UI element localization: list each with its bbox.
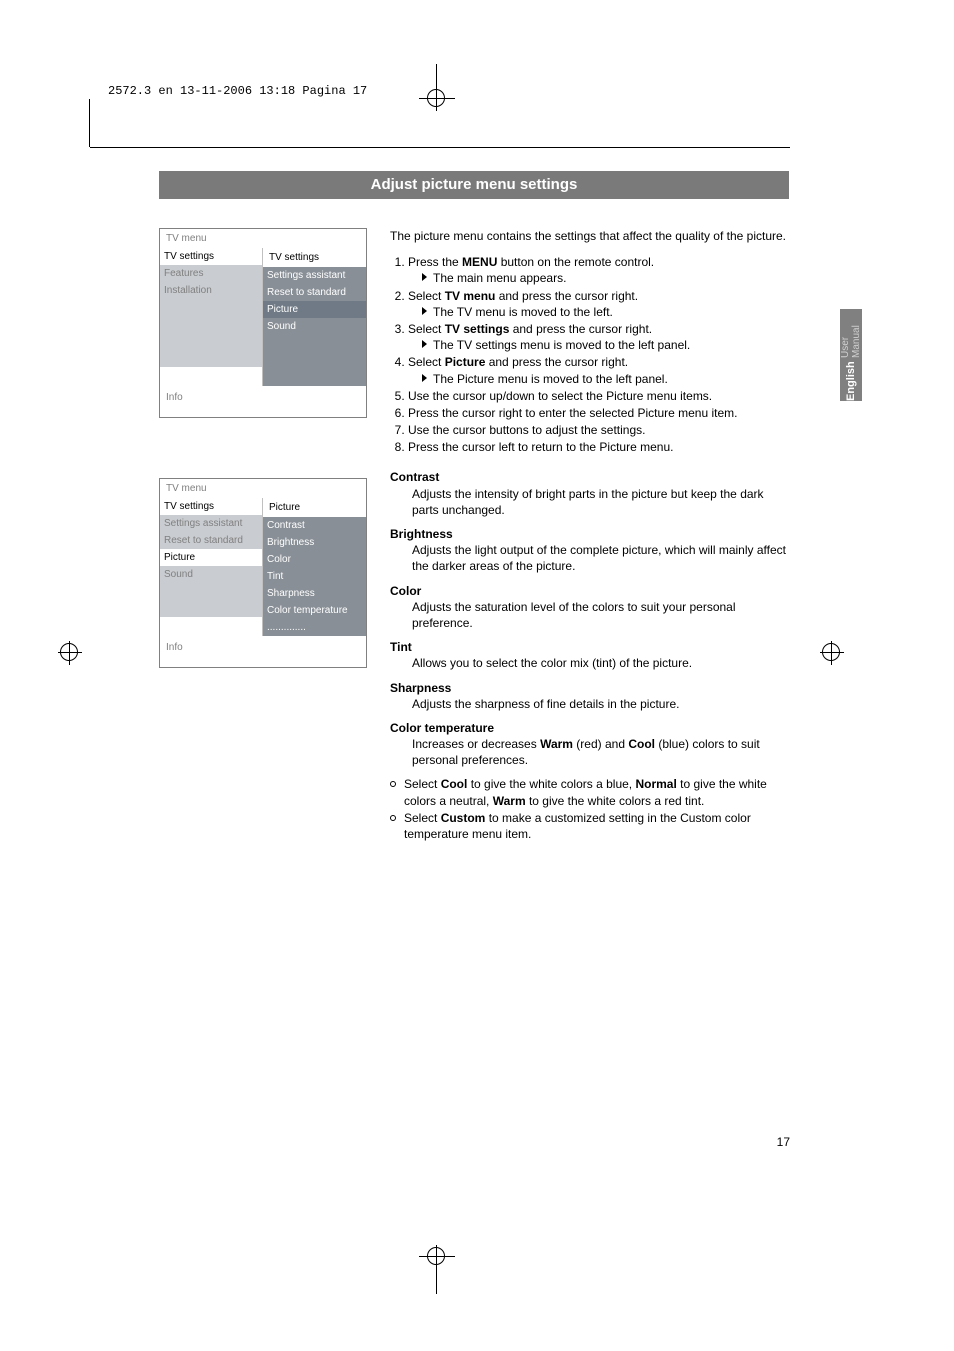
menu-item xyxy=(263,352,366,369)
section-heading: Sharpness xyxy=(390,680,790,696)
tv-menu-diagram-1: TV menu TV settingsFeaturesInstallation … xyxy=(159,228,367,418)
section-body: Adjusts the intensity of bright parts in… xyxy=(412,486,790,518)
steps-list: Press the MENU button on the remote cont… xyxy=(408,254,790,455)
triangle-icon xyxy=(422,273,427,281)
tv-menu-diagram-2: TV menu TV settingsSettings assistantRes… xyxy=(159,478,367,668)
sections: ContrastAdjusts the intensity of bright … xyxy=(390,469,790,711)
section-body: Adjusts the light output of the complete… xyxy=(412,542,790,574)
menu-item: Picture xyxy=(160,549,262,566)
step-result: The Picture menu is moved to the left pa… xyxy=(422,371,790,387)
menu-item: Sound xyxy=(160,566,262,583)
section-body: Adjusts the saturation level of the colo… xyxy=(412,599,790,631)
crop-target-icon xyxy=(60,643,78,661)
menu-item: Contrast xyxy=(263,517,366,534)
bullet-item: Select Custom to make a customized setti… xyxy=(390,810,790,842)
step-result: The TV settings menu is moved to the lef… xyxy=(422,337,790,353)
step-item: Use the cursor up/down to select the Pic… xyxy=(408,388,790,404)
section-heading: Color xyxy=(390,583,790,599)
menu-item: Sharpness xyxy=(263,585,366,602)
language-label: English xyxy=(845,361,857,401)
section-body: Adjusts the sharpness of fine details in… xyxy=(412,696,790,712)
intro-text: The picture menu contains the settings t… xyxy=(390,228,790,244)
menu-item xyxy=(160,583,262,600)
page-title: Adjust picture menu settings xyxy=(159,171,789,199)
menu-item: Color xyxy=(263,551,366,568)
menu-info: Info xyxy=(160,636,366,667)
crop-target-icon xyxy=(822,643,840,661)
document-meta: 2572.3 en 13-11-2006 13:18 Pagina 17 xyxy=(108,84,367,98)
menu-item xyxy=(160,299,262,316)
step-result: The TV menu is moved to the left. xyxy=(422,304,790,320)
bullet-item: Select Cool to give the white colors a b… xyxy=(390,776,790,808)
triangle-icon xyxy=(422,340,427,348)
menu-item xyxy=(160,600,262,617)
menu-item: Settings assistant xyxy=(160,515,262,532)
crop-target-icon xyxy=(427,1247,445,1265)
color-temperature-section: Color temperatureIncreases or decreases … xyxy=(390,720,790,842)
circle-icon xyxy=(390,815,396,821)
triangle-icon xyxy=(422,307,427,315)
step-item: Press the MENU button on the remote cont… xyxy=(408,254,790,286)
language-tab: English User Manual xyxy=(840,309,862,401)
step-item: Select Picture and press the cursor righ… xyxy=(408,354,790,386)
step-item: Press the cursor right to enter the sele… xyxy=(408,405,790,421)
menu-item xyxy=(160,316,262,333)
section-body: Allows you to select the color mix (tint… xyxy=(412,655,790,671)
section-heading: Color temperature xyxy=(390,720,790,736)
triangle-icon xyxy=(422,374,427,382)
bullet-list: Select Cool to give the white colors a b… xyxy=(390,776,790,842)
section-body: Increases or decreases Warm (red) and Co… xyxy=(412,736,790,768)
menu-item: Brightness xyxy=(263,534,366,551)
menu-item: Reset to standard xyxy=(263,284,366,301)
menu-item: Settings assistant xyxy=(263,267,366,284)
section-heading: Contrast xyxy=(390,469,790,485)
submenu-header: Picture xyxy=(263,498,366,517)
trim-line xyxy=(89,99,90,147)
section-heading: Tint xyxy=(390,639,790,655)
step-item: Select TV menu and press the cursor righ… xyxy=(408,288,790,320)
menu-item xyxy=(160,333,262,350)
menu-item xyxy=(263,335,366,352)
crop-target-icon xyxy=(427,89,445,107)
menu-item: TV settings xyxy=(160,498,262,515)
trim-line xyxy=(90,147,790,148)
menu-item: Installation xyxy=(160,282,262,299)
menu-item: Sound xyxy=(263,318,366,335)
step-item: Select TV settings and press the cursor … xyxy=(408,321,790,353)
step-item: Use the cursor buttons to adjust the set… xyxy=(408,422,790,438)
menu-header: TV menu xyxy=(160,229,366,248)
menu-item xyxy=(160,350,262,367)
menu-item: .............. xyxy=(263,619,366,636)
menu-header: TV menu xyxy=(160,479,366,498)
step-result: The main menu appears. xyxy=(422,270,790,286)
menu-item: Features xyxy=(160,265,262,282)
menu-item: Tint xyxy=(263,568,366,585)
circle-icon xyxy=(390,781,396,787)
submenu-header: TV settings xyxy=(263,248,366,267)
body-content: The picture menu contains the settings t… xyxy=(390,228,790,843)
manual-label: User Manual xyxy=(840,309,862,358)
menu-item: TV settings xyxy=(160,248,262,265)
menu-item: Reset to standard xyxy=(160,532,262,549)
section-heading: Brightness xyxy=(390,526,790,542)
page-number: 17 xyxy=(777,1135,790,1149)
menu-item: Picture xyxy=(263,301,366,318)
step-item: Press the cursor left to return to the P… xyxy=(408,439,790,455)
menu-item: Color temperature xyxy=(263,602,366,619)
menu-info: Info xyxy=(160,386,366,417)
menu-item xyxy=(263,369,366,386)
